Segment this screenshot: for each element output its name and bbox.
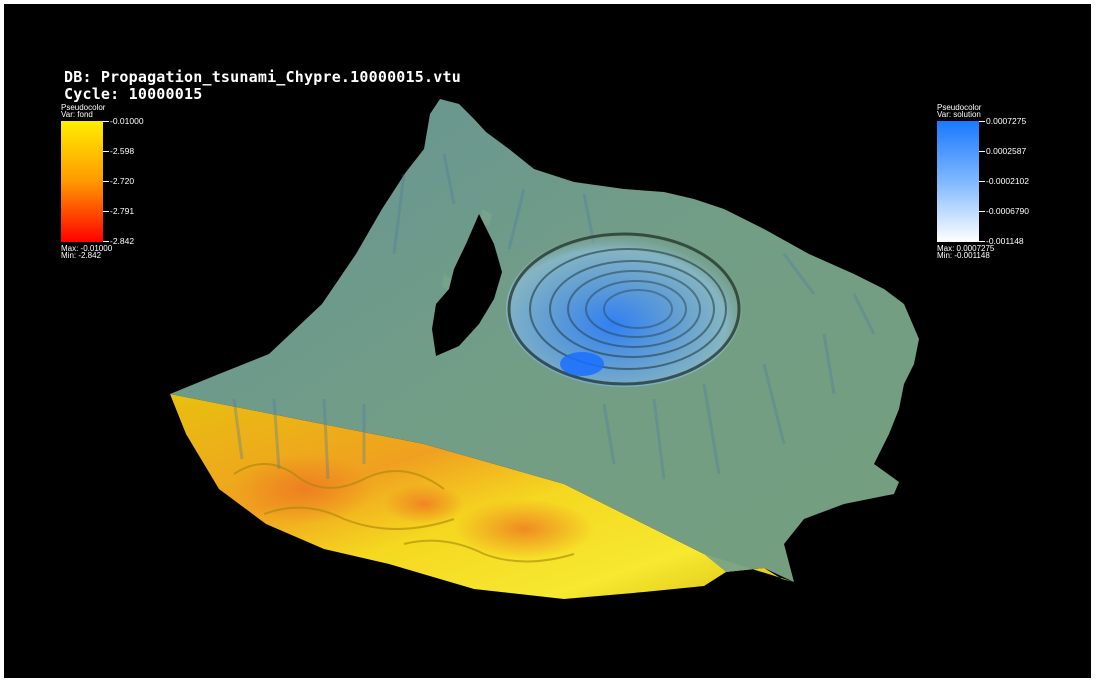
legend-left-max: Max: -0.01000 bbox=[61, 244, 113, 253]
legend-right-tick: -0.0002102 bbox=[979, 177, 1029, 186]
seabed-surface bbox=[170, 209, 794, 599]
legend-left-min: Min: -2.842 bbox=[61, 251, 102, 260]
legend-right-var-label: Var: solution bbox=[937, 110, 981, 119]
3d-scene[interactable] bbox=[4, 4, 1091, 678]
legend-right-min: Min: -0.001148 bbox=[937, 251, 990, 260]
legend-left-plot-type: Pseudocolor bbox=[61, 103, 106, 112]
database-label: DB: Propagation_tsunami_Chypre.10000015.… bbox=[64, 68, 461, 86]
legend-left-tick: -2.720 bbox=[103, 177, 134, 186]
legend-left-tick: -2.598 bbox=[103, 147, 134, 156]
legend-right-tick: -0.001148 bbox=[979, 237, 1024, 246]
legend-right-tick: -0.0006790 bbox=[979, 207, 1029, 216]
legend-right-plot-type: Pseudocolor bbox=[937, 103, 982, 112]
cycle-label: Cycle: 10000015 bbox=[64, 85, 203, 103]
legend-right-max: Max: 0.0007275 bbox=[937, 244, 995, 253]
legend-left-tick: -0.01000 bbox=[103, 117, 144, 126]
tsunami-wave bbox=[506, 231, 742, 387]
legend-left-tick: -2.842 bbox=[103, 237, 134, 246]
legend-right-tick: 0.0007275 bbox=[979, 117, 1026, 126]
render-viewport[interactable]: DB: Propagation_tsunami_Chypre.10000015.… bbox=[4, 4, 1091, 678]
legend-left-var-label: Var: fond bbox=[61, 110, 93, 119]
legend-left-color-bar bbox=[61, 121, 103, 242]
legend-left-tick: -2.791 bbox=[103, 207, 134, 216]
legend-right-tick: 0.0002587 bbox=[979, 147, 1026, 156]
legend-right-color-bar bbox=[937, 121, 979, 242]
